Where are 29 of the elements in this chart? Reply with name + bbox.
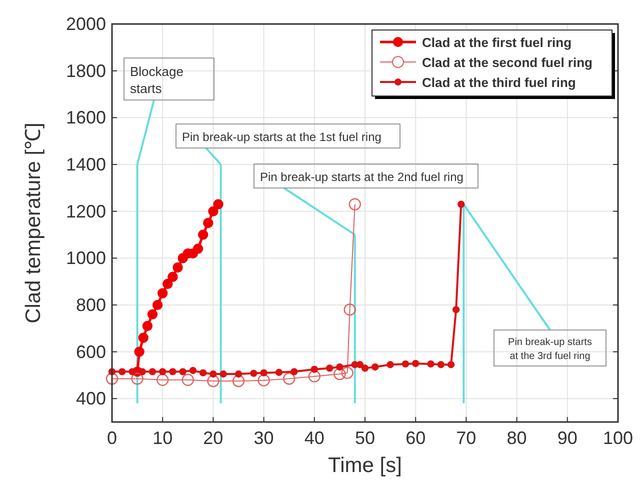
y-tick-label: 1200 (66, 201, 106, 222)
legend-label: Clad at the third fuel ring (422, 75, 576, 90)
y-tick-label: 400 (76, 388, 106, 409)
x-tick-label: 10 (152, 428, 173, 448)
y-tick-label: 600 (76, 342, 106, 362)
y-axis-title: Clad temperature [℃] (22, 122, 45, 324)
x-tick-label: 40 (304, 428, 324, 448)
x-tick-label: 60 (406, 428, 426, 448)
x-tick-label: 0 (106, 428, 118, 448)
y-tick-label: 1600 (66, 108, 106, 128)
ref-line-label: Pin break-up starts at the 3rd fuel ring (508, 337, 592, 362)
x-tick-label: 80 (506, 428, 527, 448)
x-tick-label: 70 (456, 428, 476, 448)
x-tick-label: 90 (557, 428, 578, 448)
x-tick-label: 100 (602, 428, 634, 448)
ref-line-label: Pin break-up starts at the 1st fuel ring (182, 130, 382, 144)
y-tick-label: 1400 (66, 154, 106, 174)
legend-label: Clad at the first fuel ring (422, 35, 572, 50)
y-tick-label: 1800 (66, 60, 106, 81)
ref-line-label: Pin break-up starts at the 2nd fuel ring (260, 170, 464, 184)
x-tick-label: 20 (203, 428, 224, 448)
y-tick-label: 2000 (66, 14, 106, 34)
y-tick-label: 1000 (66, 248, 106, 268)
x-tick-label: 50 (354, 428, 376, 448)
x-axis-title: Time [s] (328, 454, 402, 477)
x-tick-label: 30 (254, 428, 274, 448)
ref-line-label: Blockage starts (130, 64, 184, 96)
y-tick-label: 800 (76, 294, 106, 315)
legend-label: Clad at the second fuel ring (422, 55, 593, 70)
